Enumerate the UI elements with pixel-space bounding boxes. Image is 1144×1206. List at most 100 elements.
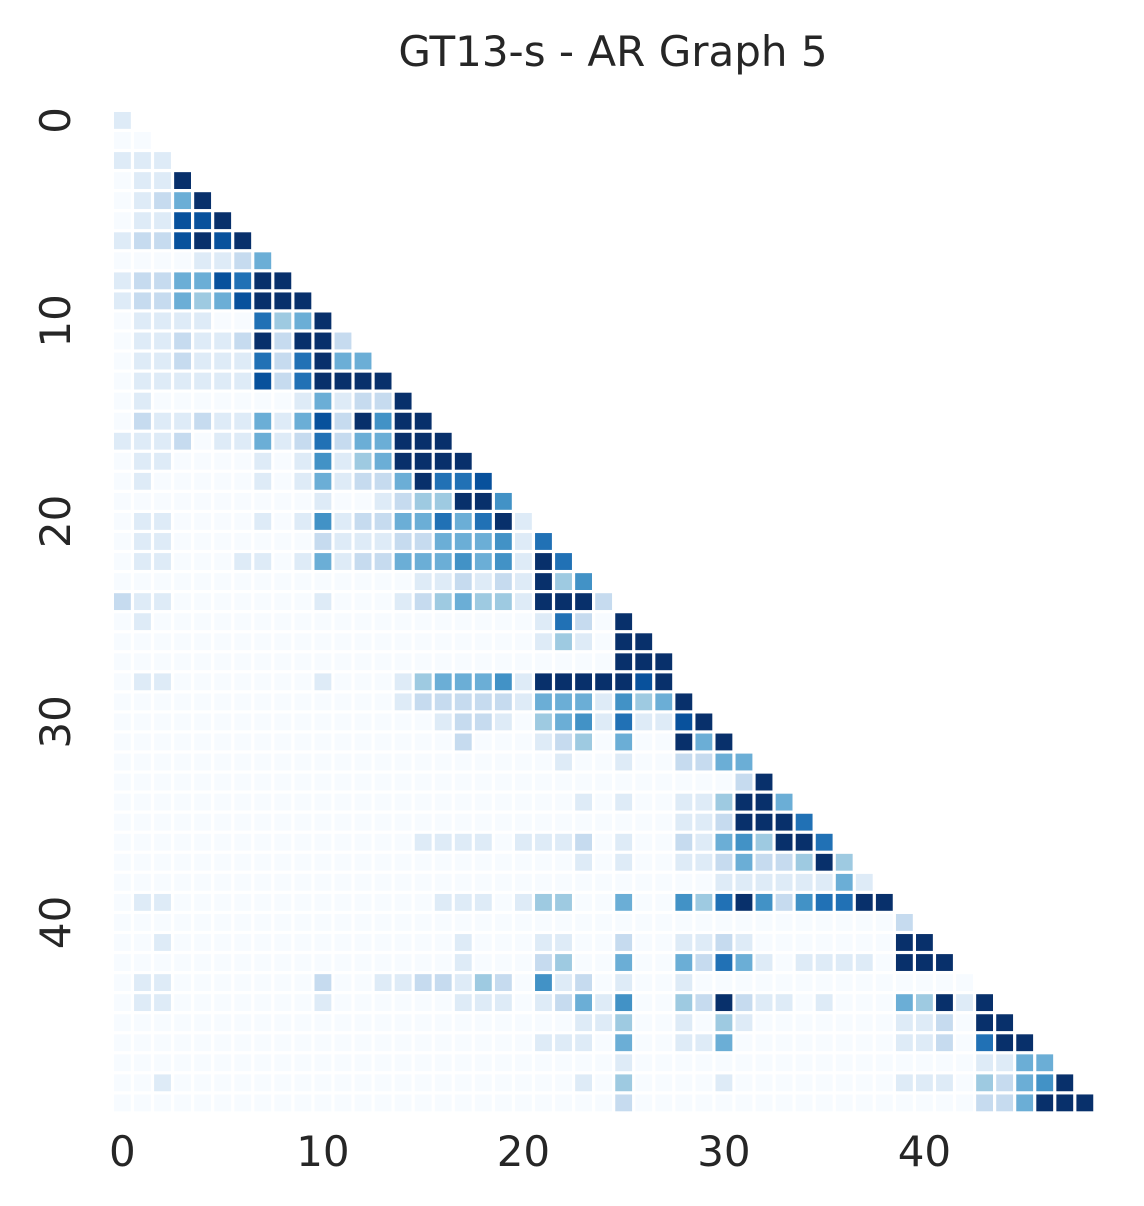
heatmap-cell-39-24 bbox=[595, 893, 613, 911]
heatmap-cell-13-12 bbox=[354, 372, 372, 390]
heatmap-cell-41-30 bbox=[715, 934, 733, 951]
heatmap-cell-13-5 bbox=[214, 372, 232, 390]
heatmap-cell-40-39 bbox=[895, 914, 913, 931]
heatmap-cell-6-4 bbox=[194, 232, 212, 250]
heatmap-cell-39-15 bbox=[414, 893, 432, 911]
heatmap-cell-4-1 bbox=[134, 192, 151, 210]
heatmap-cell-45-7 bbox=[254, 1014, 272, 1032]
heatmap-cell-22-22 bbox=[555, 553, 572, 570]
heatmap-cell-27-26 bbox=[635, 653, 653, 671]
heatmap-cell-42-36 bbox=[835, 954, 853, 971]
heatmap-cell-44-1 bbox=[134, 994, 151, 1012]
heatmap-cell-49-43 bbox=[976, 1094, 993, 1112]
heatmap-cell-39-20 bbox=[515, 893, 532, 911]
heatmap-cell-33-21 bbox=[535, 773, 552, 791]
heatmap-cell-15-13 bbox=[374, 412, 392, 430]
heatmap-cell-9-5 bbox=[214, 292, 232, 310]
heatmap-cell-34-23 bbox=[575, 793, 592, 811]
heatmap-cell-16-12 bbox=[354, 432, 372, 450]
heatmap-cell-45-40 bbox=[916, 1014, 933, 1032]
heatmap-cell-41-35 bbox=[815, 934, 833, 951]
heatmap-cell-48-41 bbox=[936, 1074, 953, 1092]
heatmap-cell-31-17 bbox=[454, 733, 472, 751]
heatmap-cell-21-14 bbox=[394, 533, 412, 550]
heatmap-cell-31-2 bbox=[154, 733, 171, 751]
heatmap-cell-43-27 bbox=[655, 974, 673, 991]
heatmap-cell-42-11 bbox=[334, 954, 352, 971]
heatmap-cell-42-34 bbox=[795, 954, 813, 971]
heatmap-cell-42-19 bbox=[494, 954, 512, 971]
heatmap-cell-40-6 bbox=[234, 914, 252, 931]
heatmap-cell-22-3 bbox=[174, 553, 191, 570]
heatmap-cell-26-17 bbox=[454, 633, 472, 651]
heatmap-cell-22-14 bbox=[394, 553, 412, 570]
heatmap-cell-39-7 bbox=[254, 893, 272, 911]
heatmap-cell-44-41 bbox=[936, 994, 953, 1012]
heatmap-cell-27-6 bbox=[234, 653, 252, 671]
heatmap-cell-29-27 bbox=[655, 693, 673, 711]
heatmap-cell-6-0 bbox=[114, 232, 131, 250]
heatmap-cell-36-16 bbox=[434, 833, 452, 851]
heatmap-cell-38-21 bbox=[535, 873, 552, 891]
heatmap-cell-35-18 bbox=[474, 813, 492, 831]
heatmap-cell-44-27 bbox=[655, 994, 673, 1012]
heatmap-cell-31-10 bbox=[314, 733, 332, 751]
heatmap-cell-8-1 bbox=[134, 272, 151, 290]
heatmap-cell-33-14 bbox=[394, 773, 412, 791]
heatmap-cell-7-5 bbox=[214, 252, 232, 270]
heatmap-cell-41-28 bbox=[675, 934, 693, 951]
heatmap-cell-23-22 bbox=[555, 573, 572, 590]
heatmap-cell-29-10 bbox=[314, 693, 332, 711]
heatmap-cell-47-22 bbox=[555, 1054, 572, 1072]
heatmap-cell-41-19 bbox=[494, 934, 512, 951]
heatmap-cell-45-38 bbox=[875, 1014, 893, 1032]
heatmap-cell-24-12 bbox=[354, 593, 372, 611]
heatmap-cell-48-28 bbox=[675, 1074, 693, 1092]
heatmap-cell-46-17 bbox=[454, 1034, 472, 1052]
heatmap-cell-46-35 bbox=[815, 1034, 833, 1052]
heatmap-cell-7-6 bbox=[234, 252, 252, 270]
heatmap-cell-42-26 bbox=[635, 954, 653, 971]
heatmap-cell-15-12 bbox=[354, 412, 372, 430]
heatmap-cell-48-18 bbox=[474, 1074, 492, 1092]
heatmap-cell-41-7 bbox=[254, 934, 272, 951]
heatmap-cell-31-15 bbox=[414, 733, 432, 751]
heatmap-cell-47-19 bbox=[494, 1054, 512, 1072]
heatmap-cell-48-20 bbox=[515, 1074, 532, 1092]
heatmap-cell-22-11 bbox=[334, 553, 352, 570]
heatmap-cell-14-11 bbox=[334, 392, 352, 410]
heatmap-cell-49-14 bbox=[394, 1094, 412, 1112]
heatmap-cell-42-13 bbox=[374, 954, 392, 971]
heatmap-cell-26-4 bbox=[194, 633, 212, 651]
heatmap-cell-44-10 bbox=[314, 994, 332, 1012]
heatmap-cell-43-26 bbox=[635, 974, 653, 991]
heatmap-cell-40-34 bbox=[795, 914, 813, 931]
heatmap-cell-47-16 bbox=[434, 1054, 452, 1072]
heatmap-cell-46-28 bbox=[675, 1034, 693, 1052]
heatmap-cell-24-20 bbox=[515, 593, 532, 611]
heatmap-cell-45-26 bbox=[635, 1014, 653, 1032]
heatmap-cell-36-22 bbox=[555, 833, 572, 851]
heatmap-cell-9-6 bbox=[234, 292, 252, 310]
heatmap-cell-34-6 bbox=[234, 793, 252, 811]
heatmap-cell-25-8 bbox=[274, 613, 292, 631]
heatmap-cell-47-21 bbox=[535, 1054, 552, 1072]
heatmap-cell-29-28 bbox=[675, 693, 693, 711]
heatmap-cell-17-1 bbox=[134, 452, 151, 470]
heatmap-cell-33-27 bbox=[655, 773, 673, 791]
heatmap-cell-46-21 bbox=[535, 1034, 552, 1052]
heatmap-cell-46-40 bbox=[916, 1034, 933, 1052]
heatmap-cell-45-11 bbox=[334, 1014, 352, 1032]
heatmap-cell-24-22 bbox=[555, 593, 572, 611]
heatmap-cell-40-5 bbox=[214, 914, 232, 931]
heatmap-cell-25-21 bbox=[535, 613, 552, 631]
heatmap-cell-22-13 bbox=[374, 553, 392, 570]
heatmap-cell-48-38 bbox=[875, 1074, 893, 1092]
heatmap-cell-42-22 bbox=[555, 954, 572, 971]
heatmap-cell-38-17 bbox=[454, 873, 472, 891]
heatmap-cell-18-15 bbox=[414, 472, 432, 490]
heatmap-cell-24-14 bbox=[394, 593, 412, 611]
heatmap-cell-11-8 bbox=[274, 332, 292, 350]
heatmap-cell-31-9 bbox=[294, 733, 312, 751]
heatmap-cell-27-15 bbox=[414, 653, 432, 671]
